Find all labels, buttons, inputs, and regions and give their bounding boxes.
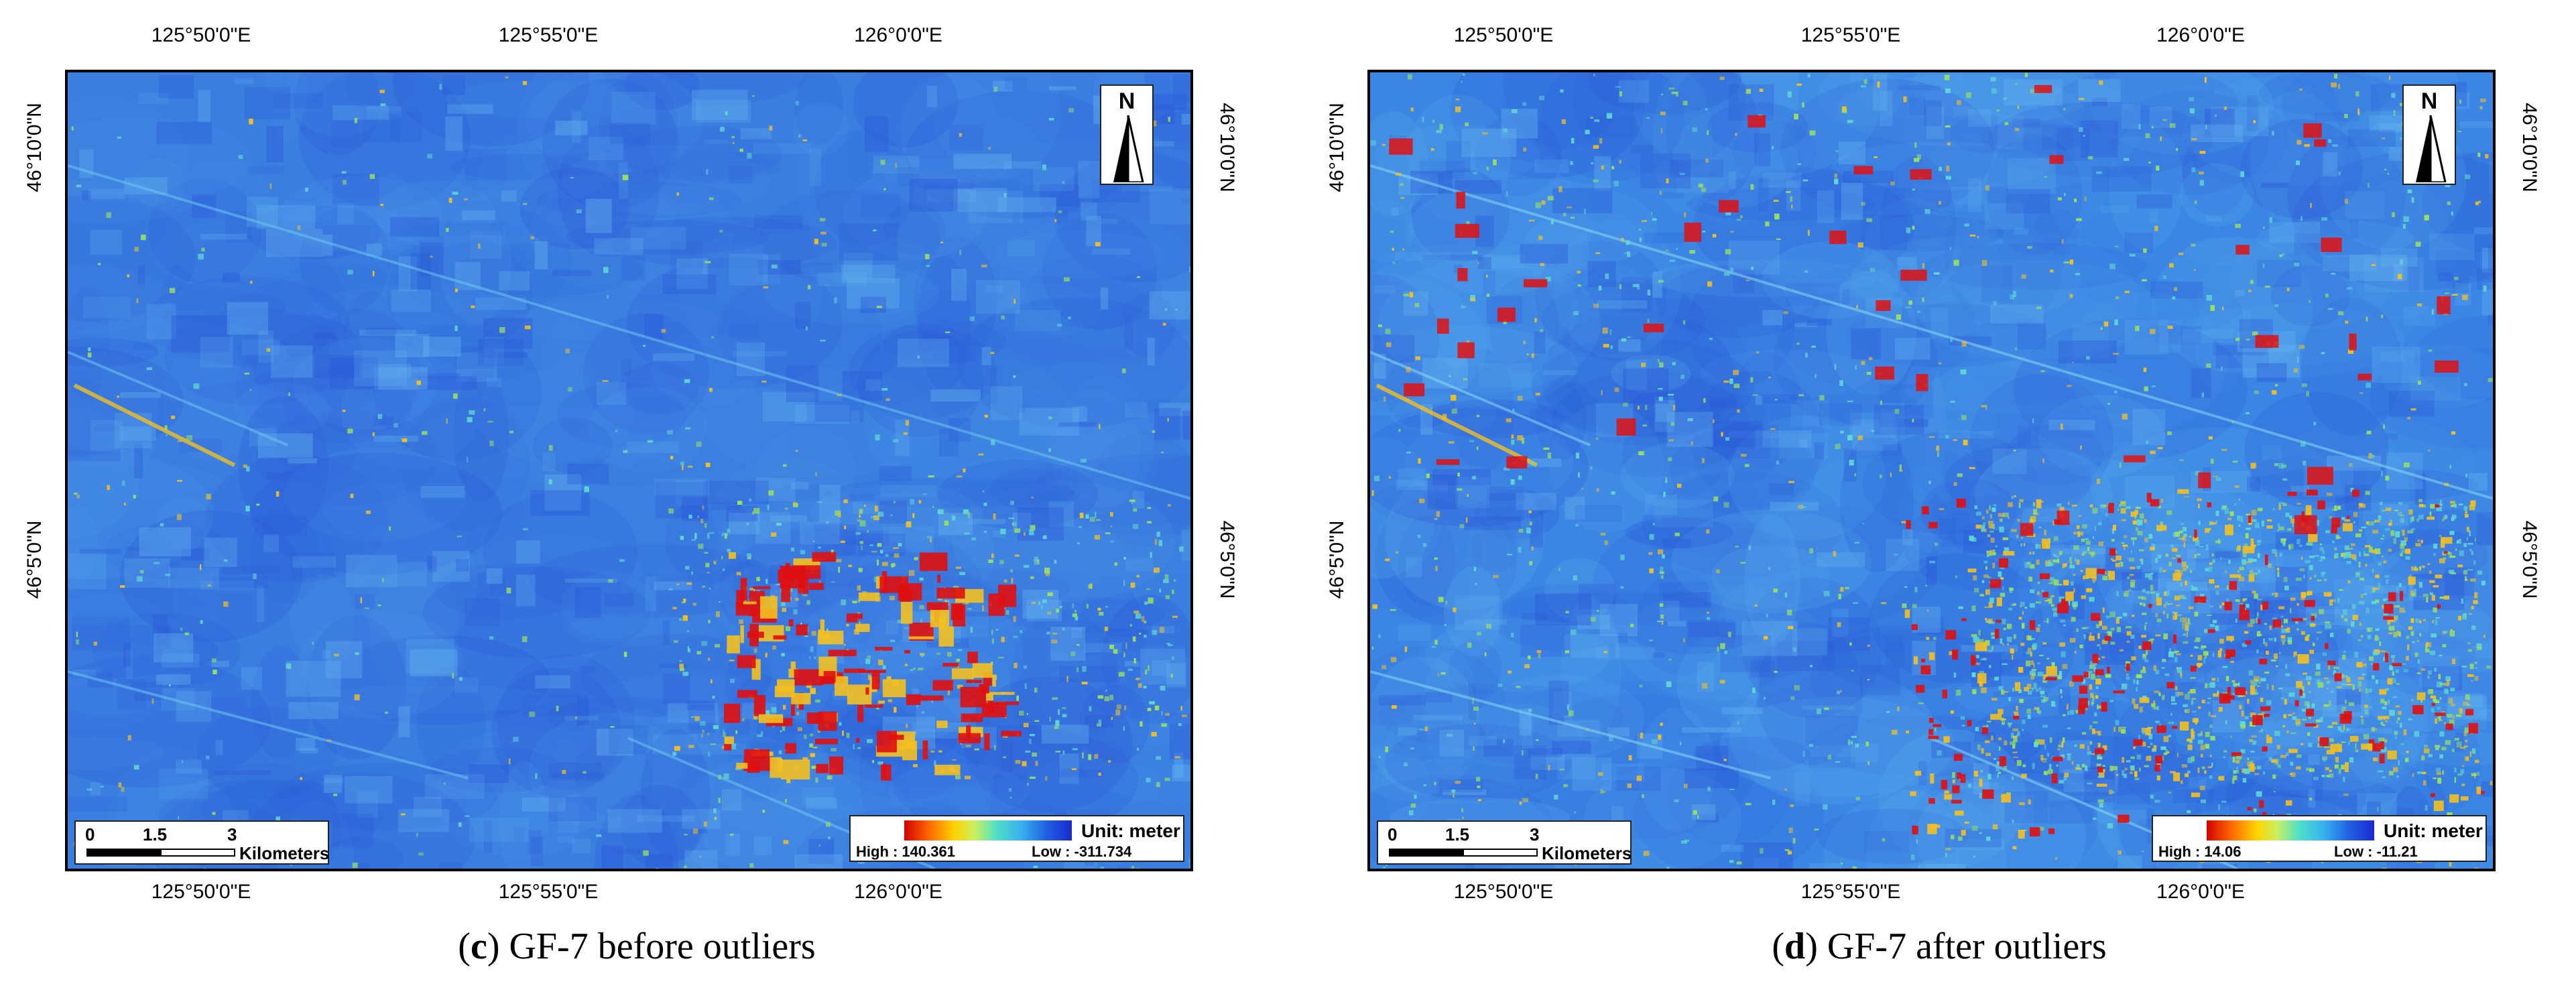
left-lat-tick-1: 46°10'0"N (23, 103, 46, 192)
bottom-lon-tick-3: 126°0'0"E (2156, 881, 2245, 903)
legend-low: Low : -311.734 (1032, 843, 1132, 860)
scale-number-1: 1.5 (143, 824, 168, 845)
top-lon-tick-3: 126°0'0"E (854, 24, 942, 46)
top-lon-tick-2: 125°55'0"E (498, 24, 599, 46)
scale-bar-graphic (1389, 849, 1538, 857)
bottom-lon-tick-1: 125°50'0"E (151, 881, 251, 903)
scale-number-0: 0 (1388, 824, 1398, 845)
left-lat-tick-2: 46°5'0"N (23, 520, 46, 599)
caption-text: GF-7 before outliers (509, 926, 816, 967)
legend-color-ramp (2207, 820, 2374, 841)
legend-unit: Unit: meter (2384, 820, 2483, 841)
caption-text: GF-7 after outliers (1827, 926, 2107, 967)
bottom-lon-tick-1: 125°50'0"E (1453, 881, 1554, 903)
caption-letter: d (1784, 926, 1806, 967)
legend-unit: Unit: meter (1081, 820, 1180, 841)
map-panel-c: 125°50'0"E 125°55'0"E 126°0'0"E 46°10'0"… (0, 0, 1274, 996)
elevation-raster-map: N 0 1.5 3 Kilometers Unit: meter High : … (65, 70, 1193, 871)
north-label: N (2420, 88, 2438, 114)
left-lat-tick-2: 46°5'0"N (1326, 520, 1348, 599)
right-lat-tick-1: 46°10'0"N (1216, 103, 1238, 192)
color-legend: Unit: meter High : 140.361 Low : -311.73… (849, 815, 1184, 862)
elevation-difference-raster (68, 72, 1190, 869)
scale-bar: 0 1.5 3 Kilometers (1377, 820, 1632, 865)
north-arrow-icon (1113, 115, 1144, 182)
scale-bar-black-segment (88, 850, 162, 855)
north-arrow: N (1100, 84, 1154, 185)
figure-caption: (d) GF-7 after outliers (1772, 926, 2107, 967)
elevation-raster-map: N 0 1.5 3 Kilometers Unit: meter High : … (1367, 70, 2496, 871)
north-label: N (1118, 88, 1136, 114)
legend-high: High : 140.361 (856, 843, 955, 860)
top-lon-tick-1: 125°50'0"E (1453, 24, 1554, 46)
elevation-difference-raster (1370, 72, 2493, 869)
figure-caption: (c) GF-7 before outliers (458, 926, 816, 967)
right-lat-tick-1: 46°10'0"N (2518, 103, 2540, 192)
scale-unit: Kilometers (239, 843, 330, 863)
legend-color-ramp (904, 820, 1072, 841)
scale-bar-black-segment (1390, 850, 1464, 855)
scale-number-2: 3 (1530, 824, 1540, 845)
north-arrow: N (2402, 84, 2456, 185)
bottom-lon-tick-2: 125°55'0"E (498, 881, 599, 903)
left-lat-tick-1: 46°10'0"N (1326, 103, 1348, 192)
color-legend: Unit: meter High : 14.06 Low : -11.21 (2152, 815, 2487, 862)
map-panel-d: 125°50'0"E 125°55'0"E 126°0'0"E 46°10'0"… (1302, 0, 2576, 996)
bottom-lon-tick-3: 126°0'0"E (854, 881, 942, 903)
caption-letter: c (470, 926, 487, 967)
bottom-lon-tick-2: 125°55'0"E (1800, 881, 1901, 903)
top-lon-tick-2: 125°55'0"E (1800, 24, 1901, 46)
scale-number-0: 0 (85, 824, 95, 845)
scale-bar-graphic (86, 849, 235, 857)
north-arrow-icon (2416, 115, 2447, 182)
right-lat-tick-2: 46°5'0"N (1216, 520, 1238, 599)
legend-low: Low : -11.21 (2334, 843, 2418, 860)
right-lat-tick-2: 46°5'0"N (2518, 520, 2540, 599)
top-lon-tick-1: 125°50'0"E (151, 24, 251, 46)
top-lon-tick-3: 126°0'0"E (2156, 24, 2245, 46)
scale-unit: Kilometers (1542, 843, 1632, 863)
scale-number-1: 1.5 (1445, 824, 1470, 845)
scale-bar: 0 1.5 3 Kilometers (74, 820, 329, 865)
scale-number-2: 3 (227, 824, 237, 845)
legend-high: High : 14.06 (2158, 843, 2242, 860)
